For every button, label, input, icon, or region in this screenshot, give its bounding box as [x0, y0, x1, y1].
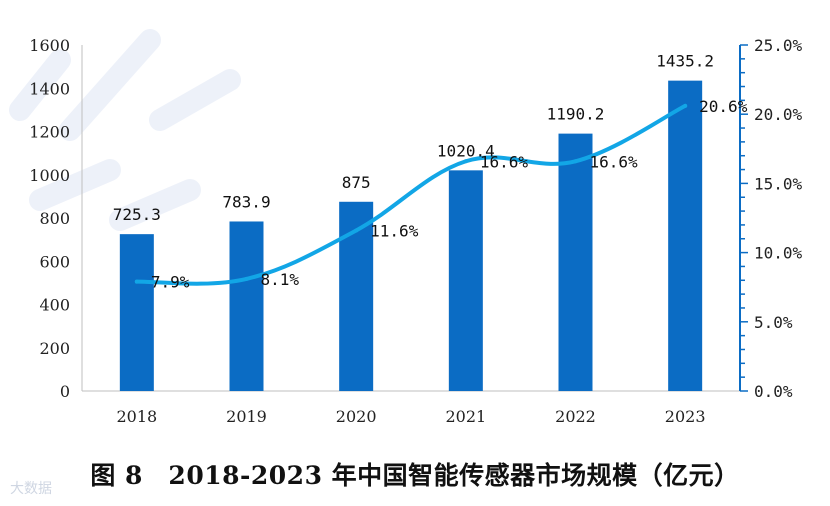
left-tick-label: 1600: [29, 36, 70, 55]
growth-line-layer: [134, 103, 688, 286]
bar: [229, 221, 264, 391]
growth-rate-point: [244, 276, 249, 281]
bar-value-label: 1020.4: [437, 141, 495, 160]
bar-value-label: 1435.2: [656, 52, 714, 71]
bar-value-label: 875: [342, 173, 371, 192]
left-tick-label: 600: [39, 252, 70, 271]
left-tick-label: 800: [39, 209, 70, 228]
growth-rate-label: 11.6%: [370, 221, 419, 240]
figure-caption: 图 8 2018-2023 年中国智能传感器市场规模（亿元）: [90, 461, 740, 490]
growth-rate-point: [573, 159, 578, 164]
growth-rate-label: 16.6%: [480, 152, 529, 171]
growth-rate-point: [683, 103, 688, 108]
x-tick-label: 2023: [665, 407, 706, 426]
growth-rate-label: 8.1%: [261, 270, 300, 289]
x-tick-label: 2021: [445, 407, 486, 426]
bar-value-label: 1190.2: [547, 105, 605, 124]
right-tick-label: 5.0%: [754, 313, 793, 332]
x-tick-label: 2020: [336, 407, 377, 426]
left-tick-label: 1000: [29, 166, 70, 185]
bar: [668, 80, 703, 391]
watermark-logo: [9, 29, 241, 231]
axes: 0 200 400 600 800 1000 1200 1400 1600 0.0% 5.0% 10.…: [29, 36, 802, 426]
growth-rate-point: [463, 159, 468, 164]
right-tick-label: 10.0%: [754, 244, 803, 263]
growth-rate-label: 20.6%: [699, 97, 748, 116]
right-tick-label: 0.0%: [754, 382, 793, 401]
growth-rate-label: 7.9%: [151, 273, 190, 292]
growth-rate-label: 16.6%: [590, 152, 639, 171]
growth-rate-point: [354, 228, 359, 233]
x-tick-label: 2022: [555, 407, 596, 426]
bar: [448, 170, 483, 391]
growth-rate-line: [134, 103, 688, 286]
bar-value-label: 725.3: [113, 205, 161, 224]
bar-value-label: 783.9: [222, 192, 270, 211]
left-tick-label: 1200: [29, 123, 70, 142]
bar: [119, 234, 154, 391]
right-tick-label: 15.0%: [754, 174, 803, 193]
data-labels: 725.3 783.9 875 1020.4 1190.2 1435.2 7.9% 8.1% 1…: [113, 52, 748, 292]
growth-rate-point: [134, 279, 139, 284]
right-tick-label: 25.0%: [754, 36, 803, 55]
bars: [119, 80, 703, 391]
bar: [558, 133, 593, 391]
left-tick-label: 1400: [29, 79, 70, 98]
x-tick-label: 2018: [116, 407, 157, 426]
right-tick-label: 20.0%: [754, 105, 803, 124]
bar: [339, 201, 374, 391]
x-tick-label: 2019: [226, 407, 267, 426]
left-tick-label: 0: [60, 382, 70, 401]
watermark-text: 大数据: [10, 481, 52, 497]
left-tick-label: 400: [39, 296, 70, 315]
left-tick-label: 200: [39, 339, 70, 358]
